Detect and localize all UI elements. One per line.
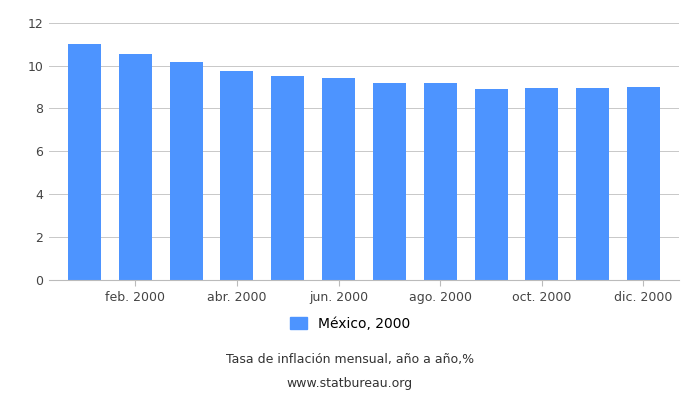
Bar [475,89,508,280]
Legend: México, 2000: México, 2000 [290,317,410,331]
Bar [525,88,559,280]
Bar [322,78,355,280]
Bar [272,76,304,280]
Bar [373,83,406,280]
Bar [424,83,456,280]
Text: Tasa de inflación mensual, año a año,%: Tasa de inflación mensual, año a año,% [226,354,474,366]
Bar [169,62,203,280]
Bar [576,88,609,280]
Bar [119,54,152,280]
Text: www.statbureau.org: www.statbureau.org [287,378,413,390]
Bar [68,44,101,280]
Bar [220,71,253,280]
Bar [627,87,660,280]
